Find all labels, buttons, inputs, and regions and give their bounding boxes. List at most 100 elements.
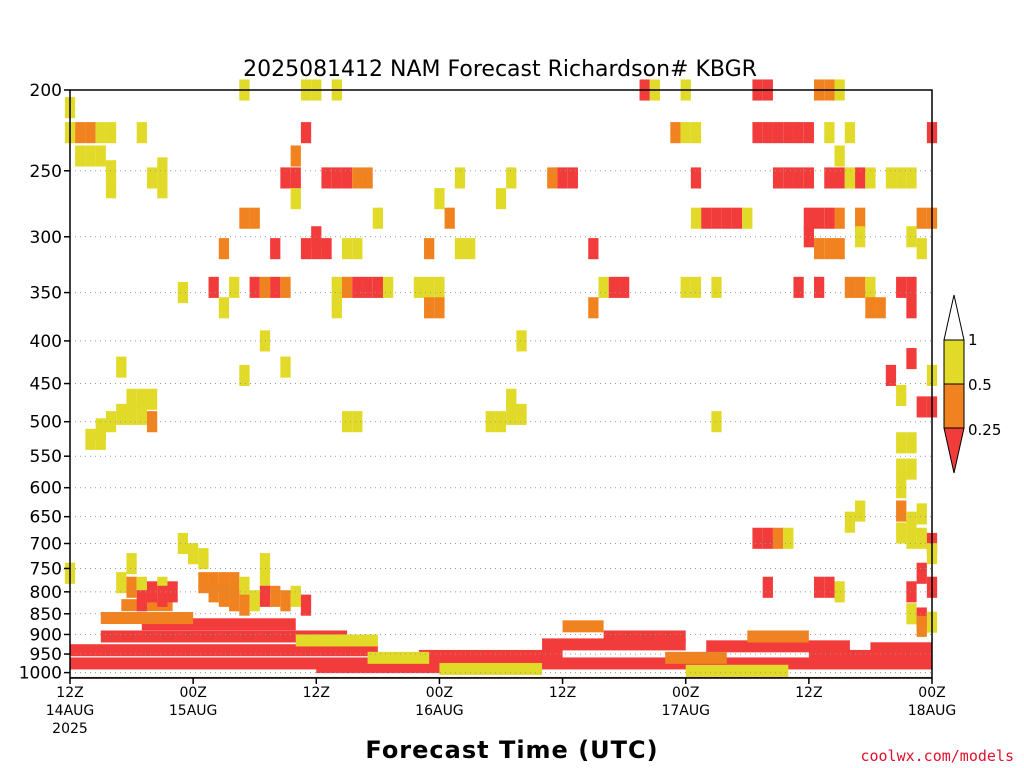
legend-swatch-2: [943, 427, 965, 474]
ytick-label-650: 650: [30, 508, 62, 528]
ri-cell-139: [896, 276, 907, 298]
ri-cell-153: [896, 477, 907, 499]
ri-cell-70: [567, 167, 578, 189]
ri-cell-117: [824, 238, 835, 260]
ri-cell-21: [239, 207, 250, 229]
ri-cell-100: [793, 167, 804, 189]
ri-cell-229: [906, 603, 917, 625]
chart-title: 2025081412 NAM Forecast Richardson# KBGR: [243, 57, 757, 82]
ri-cell-56: [424, 276, 435, 298]
ri-cell-96: [772, 122, 784, 144]
ri-cell-158: [916, 527, 927, 549]
ri-cell-133: [896, 167, 907, 189]
ri-cell-59: [434, 297, 445, 319]
ri-band-6: [418, 649, 563, 662]
ri-cell-16: [208, 276, 219, 298]
ri-cell-91: [711, 276, 722, 298]
xtick-label-84-1: 00Z: [918, 685, 945, 701]
ri-cell-205: [239, 576, 250, 598]
ri-cell-32: [290, 188, 301, 210]
ri-cell-187: [146, 411, 158, 433]
ri-cell-131: [875, 297, 886, 319]
ri-cell-157: [906, 527, 917, 549]
ri-cell-221: [300, 594, 312, 616]
ri-cell-86: [731, 207, 743, 229]
legend-label-2: 0.25: [968, 421, 1001, 439]
ri-cell-232: [916, 615, 927, 637]
ri-cell-186: [136, 403, 147, 425]
ri-cell-124: [865, 167, 876, 189]
ri-cell-207: [208, 581, 219, 603]
ri-cell-47: [372, 276, 383, 298]
ri-cell-194: [198, 548, 209, 570]
ytick-label-850: 850: [30, 605, 62, 625]
ri-cell-80: [680, 122, 691, 144]
ri-cell-42: [331, 276, 342, 298]
ri-cell-24: [259, 276, 271, 298]
ri-cell-9: [105, 160, 117, 182]
ri-cell-29: [290, 167, 301, 189]
ri-cell-18: [218, 297, 230, 319]
ri-cell-115: [834, 167, 845, 189]
ytick-label-250: 250: [30, 162, 62, 182]
ytick-label-900: 900: [30, 625, 62, 645]
ri-cell-112: [824, 207, 835, 229]
ri-cell-170: [506, 403, 517, 425]
ri-cell-48: [352, 167, 363, 189]
ri-cell-74: [619, 276, 630, 298]
ri-cell-27: [280, 276, 291, 298]
ri-cell-143: [885, 364, 897, 386]
ri-cell-95: [762, 122, 773, 144]
ri-cell-71: [588, 238, 599, 260]
ri-cell-176: [352, 411, 363, 433]
ri-cell-31: [300, 122, 312, 144]
ri-cell-127: [844, 276, 856, 298]
ri-cell-11: [136, 122, 147, 144]
ri-cell-38: [311, 226, 322, 248]
ri-cell-228: [906, 581, 917, 603]
ri-cell-35: [300, 238, 312, 260]
ri-cell-166: [772, 527, 784, 549]
ri-cell-17: [218, 238, 230, 260]
ri-cell-40: [331, 167, 342, 189]
ytick-label-800: 800: [30, 583, 62, 603]
ri-cell-14: [157, 177, 168, 199]
ri-cell-101: [803, 167, 814, 189]
ri-cell-212: [259, 585, 271, 607]
ri-band-16: [295, 634, 378, 647]
ri-cell-109: [824, 122, 835, 144]
ri-cell-215: [157, 585, 168, 607]
ri-cell-83: [701, 207, 712, 229]
ri-cell-147: [916, 396, 927, 418]
ri-cell-119: [813, 238, 825, 260]
ytick-label-700: 700: [30, 534, 62, 554]
ri-cell-152: [906, 458, 917, 480]
ri-cell-43: [331, 297, 342, 319]
x-axis-title: Forecast Time (UTC): [365, 736, 658, 764]
ri-band-19: [562, 620, 604, 633]
ri-cell-141: [906, 297, 917, 319]
ri-cell-23: [249, 276, 260, 298]
ri-cell-107: [844, 122, 856, 144]
ri-cell-46: [362, 276, 373, 298]
ri-cell-224: [824, 576, 835, 598]
ri-cell-53: [382, 276, 394, 298]
xtick-label-0-1: 12Z: [56, 685, 83, 701]
ri-cell-67: [495, 188, 507, 210]
ri-cell-177: [259, 330, 271, 352]
xtick-label-0-2: 14AUG: [46, 703, 95, 719]
ri-cell-7: [95, 145, 106, 167]
ri-cell-164: [752, 527, 763, 549]
ri-cell-209: [229, 590, 240, 612]
ri-cell-195: [126, 553, 137, 575]
ri-cell-30: [290, 145, 301, 167]
ri-cell-81: [690, 122, 702, 144]
ri-band-8: [603, 630, 686, 643]
ri-cell-156: [896, 522, 907, 544]
ri-cell-211: [249, 590, 260, 612]
ri-cell-62: [434, 188, 445, 210]
xtick-label-48-1: 12Z: [549, 685, 576, 701]
ri-cell-160: [916, 503, 927, 525]
ri-cell-174: [506, 388, 517, 410]
